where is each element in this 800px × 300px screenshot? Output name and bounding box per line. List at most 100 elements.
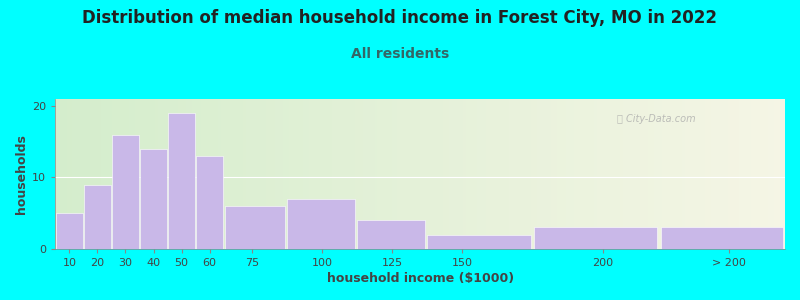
- Bar: [557, 99, 560, 249]
- Bar: [434, 99, 438, 249]
- Bar: [150, 99, 152, 249]
- Bar: [221, 99, 223, 249]
- Bar: [106, 99, 110, 249]
- Bar: [471, 99, 474, 249]
- Bar: [754, 99, 757, 249]
- Bar: [258, 99, 261, 249]
- Bar: [64, 99, 66, 249]
- Bar: [438, 99, 440, 249]
- Bar: [691, 99, 694, 249]
- Bar: [429, 99, 431, 249]
- Bar: [349, 99, 352, 249]
- Bar: [427, 235, 531, 249]
- Bar: [354, 99, 358, 249]
- Bar: [529, 99, 531, 249]
- Bar: [491, 99, 494, 249]
- Bar: [389, 99, 392, 249]
- Bar: [400, 99, 403, 249]
- Bar: [677, 99, 679, 249]
- Bar: [666, 99, 668, 249]
- Bar: [460, 99, 463, 249]
- Bar: [745, 99, 748, 249]
- Bar: [409, 99, 412, 249]
- Bar: [386, 99, 389, 249]
- Bar: [600, 99, 602, 249]
- Bar: [130, 99, 132, 249]
- Bar: [329, 99, 332, 249]
- Bar: [617, 99, 620, 249]
- Bar: [739, 99, 742, 249]
- Text: ⓘ City-Data.com: ⓘ City-Data.com: [617, 114, 696, 124]
- Bar: [223, 99, 226, 249]
- Bar: [759, 99, 762, 249]
- Bar: [75, 99, 78, 249]
- Bar: [748, 99, 750, 249]
- Bar: [768, 99, 770, 249]
- Bar: [81, 99, 84, 249]
- Bar: [662, 99, 666, 249]
- Bar: [688, 99, 691, 249]
- Bar: [272, 99, 274, 249]
- Bar: [486, 99, 489, 249]
- Bar: [469, 99, 471, 249]
- Bar: [606, 99, 608, 249]
- Bar: [232, 99, 235, 249]
- Bar: [591, 99, 594, 249]
- Bar: [506, 99, 509, 249]
- Bar: [511, 99, 514, 249]
- Bar: [614, 99, 617, 249]
- Bar: [246, 99, 249, 249]
- Bar: [212, 99, 215, 249]
- Bar: [243, 99, 246, 249]
- Bar: [634, 99, 637, 249]
- X-axis label: household income ($1000): household income ($1000): [326, 272, 514, 285]
- Bar: [95, 99, 98, 249]
- Bar: [431, 99, 434, 249]
- Bar: [708, 99, 711, 249]
- Bar: [101, 99, 104, 249]
- Bar: [594, 99, 597, 249]
- Bar: [546, 99, 549, 249]
- Bar: [166, 99, 170, 249]
- Bar: [314, 99, 318, 249]
- Bar: [394, 99, 398, 249]
- Bar: [403, 99, 406, 249]
- Bar: [420, 99, 423, 249]
- Bar: [566, 99, 568, 249]
- Bar: [55, 99, 58, 249]
- Bar: [357, 220, 425, 249]
- Bar: [334, 99, 338, 249]
- Bar: [489, 99, 491, 249]
- Bar: [380, 99, 383, 249]
- Bar: [651, 99, 654, 249]
- Bar: [121, 99, 124, 249]
- Bar: [340, 99, 343, 249]
- Bar: [477, 99, 480, 249]
- Bar: [631, 99, 634, 249]
- Bar: [203, 99, 206, 249]
- Bar: [178, 99, 181, 249]
- Bar: [562, 99, 566, 249]
- Bar: [728, 99, 731, 249]
- Bar: [186, 99, 190, 249]
- Bar: [215, 99, 218, 249]
- Bar: [140, 149, 167, 249]
- Bar: [777, 99, 779, 249]
- Bar: [497, 99, 500, 249]
- Bar: [520, 99, 522, 249]
- Bar: [500, 99, 503, 249]
- Bar: [731, 99, 734, 249]
- Bar: [522, 99, 526, 249]
- Bar: [582, 99, 586, 249]
- Bar: [98, 99, 101, 249]
- Bar: [757, 99, 759, 249]
- Bar: [263, 99, 266, 249]
- Bar: [198, 99, 201, 249]
- Bar: [241, 99, 243, 249]
- Bar: [320, 99, 323, 249]
- Bar: [261, 99, 263, 249]
- Bar: [374, 99, 378, 249]
- Bar: [84, 184, 111, 249]
- Y-axis label: households: households: [15, 134, 28, 214]
- Bar: [66, 99, 70, 249]
